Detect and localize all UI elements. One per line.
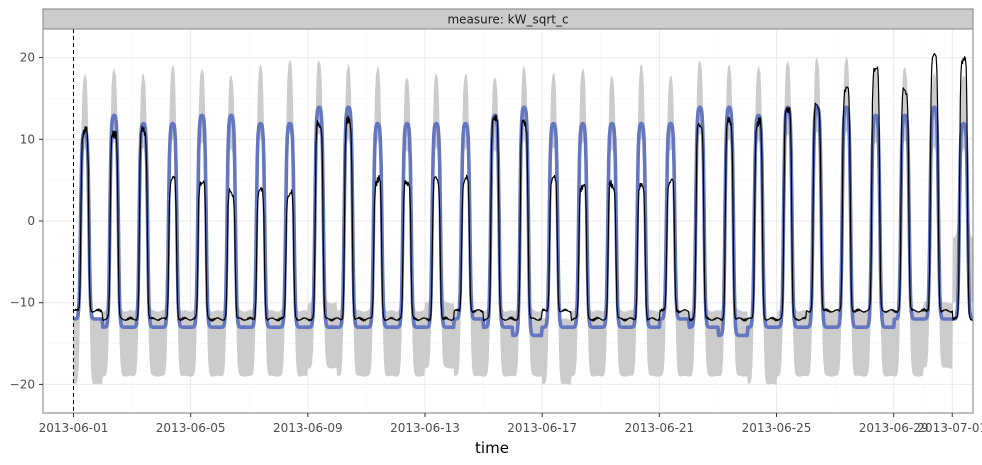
x-tick-label: 2013-06-01 (39, 421, 109, 435)
x-tick-label: 2013-06-05 (156, 421, 226, 435)
observed-layer (73, 53, 973, 322)
y-tick-label: −10 (10, 296, 35, 310)
x-tick-label: 2013-06-13 (390, 421, 460, 435)
y-tick-label: 10 (20, 132, 35, 146)
x-tick-label: 2013-06-17 (507, 421, 577, 435)
x-tick-label: 2013-06-21 (624, 421, 694, 435)
y-tick-label: −20 (10, 377, 35, 391)
y-tick-label: 20 (20, 51, 35, 65)
x-axis-title: time (475, 439, 509, 457)
x-tick-label: 2013-06-29 (859, 421, 929, 435)
x-tick-label: 2013-06-25 (742, 421, 812, 435)
y-axis: −20 −10 0 10 20 (10, 51, 43, 391)
facet-strip-label: measure: kW_sqrt_c (447, 13, 568, 27)
y-tick-label: 0 (27, 214, 35, 228)
x-tick-label: 2013-06-09 (273, 421, 343, 435)
x-tick-label: 2013-07-01 (917, 421, 982, 435)
observed-series-line (73, 53, 973, 322)
x-axis: 2013-06-01 2013-06-05 2013-06-09 2013-06-13… (39, 413, 982, 435)
